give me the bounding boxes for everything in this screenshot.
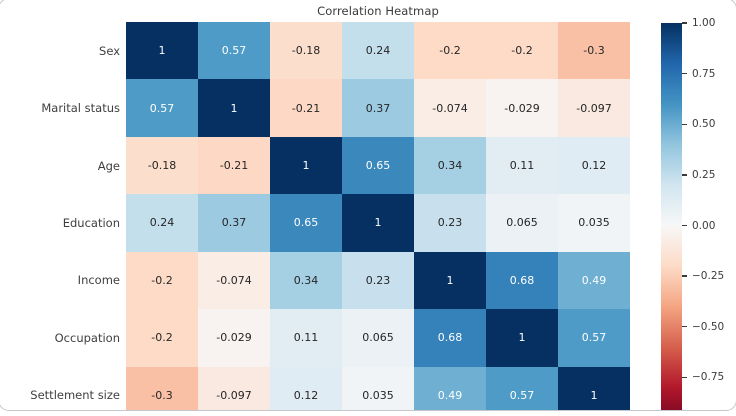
- heatmap-cell: 0.23: [414, 194, 486, 252]
- y-axis-label: Education: [62, 215, 120, 230]
- heatmap-cell: 0.57: [198, 22, 270, 80]
- heatmap-cell: 0.57: [486, 366, 558, 416]
- heatmap-cell: -0.3: [558, 22, 630, 80]
- heatmap-cell: 1: [198, 79, 270, 137]
- heatmap-cell: 0.49: [558, 251, 630, 310]
- colorbar-tick-label: 0.75: [692, 67, 716, 80]
- heatmap-cell: 1: [126, 22, 198, 80]
- heatmap-cell: 0.11: [270, 309, 342, 367]
- colorbar-tick-label: 0.50: [692, 118, 716, 131]
- y-axis-labels: Sex Marital status Age Education Income Occup…: [0, 22, 120, 416]
- colorbar-area: 1.00 0.75 0.50 0.25 0.00 −0.25 −0.50 −0.75: [661, 17, 735, 416]
- heatmap-cell: 0.65: [342, 136, 414, 195]
- colorbar-tick-label: 0.00: [692, 219, 716, 232]
- heatmap-cell: 0.34: [414, 136, 486, 195]
- heatmap-cell: -0.2: [126, 251, 198, 310]
- heatmap-cell: -0.18: [270, 22, 342, 80]
- heatmap-cell: 0.65: [270, 194, 342, 252]
- y-axis-label: Settlement size: [30, 388, 120, 403]
- heatmap-cell: 0.37: [198, 194, 270, 252]
- heatmap-cell: -0.18: [126, 136, 198, 195]
- heatmap-cell: -0.21: [198, 136, 270, 195]
- heatmap-cell: -0.097: [558, 79, 630, 137]
- heatmap-cell: -0.2: [414, 22, 486, 80]
- heatmap-cell: -0.2: [486, 22, 558, 80]
- heatmap-cell: 1: [270, 136, 342, 195]
- bottom-occlusion-strip: [0, 410, 736, 416]
- colorbar-tick-mark: [682, 72, 687, 75]
- heatmap-cell: -0.21: [270, 79, 342, 137]
- heatmap-cell: -0.3: [126, 366, 198, 416]
- colorbar-tick-mark: [682, 174, 687, 176]
- y-axis-label: Income: [77, 273, 120, 288]
- heatmap-cell: 0.035: [342, 366, 414, 416]
- heatmap-cell: -0.029: [198, 309, 270, 367]
- colorbar-tick-mark: [682, 275, 687, 277]
- y-axis-label: Sex: [99, 43, 120, 58]
- heatmap-cell: 0.11: [486, 136, 558, 195]
- heatmap-cell: 0.065: [342, 309, 414, 367]
- y-axis-label: Marital status: [41, 101, 120, 116]
- colorbar-tick-label: −0.25: [692, 270, 725, 283]
- colorbar-tick-mark: [682, 123, 687, 125]
- heatmap-cell: 0.37: [342, 79, 414, 137]
- colorbar-tick-mark: [682, 376, 687, 379]
- colorbar-tick-label: 1.00: [692, 17, 716, 29]
- heatmap-cell: 1: [342, 194, 414, 252]
- heatmap-cell: -0.074: [414, 79, 486, 137]
- colorbar-tick-mark: [682, 326, 687, 328]
- heatmap-cell: 1: [558, 366, 630, 416]
- heatmap-cell: 1: [486, 309, 558, 367]
- colorbar-tick-label: −0.50: [692, 320, 725, 333]
- heatmap-cell: 0.035: [558, 194, 630, 252]
- heatmap-cell: 0.12: [558, 136, 630, 195]
- colorbar-tick-label: 0.25: [692, 168, 716, 181]
- heatmap-cell: -0.2: [126, 309, 198, 367]
- heatmap-cell: 0.12: [270, 366, 342, 416]
- y-axis-label: Occupation: [54, 330, 120, 345]
- heatmap-cell: 0.23: [342, 251, 414, 310]
- heatmap-cell: 0.68: [486, 251, 558, 310]
- heatmap-cell: 0.24: [342, 22, 414, 80]
- y-axis-label: Age: [97, 158, 120, 173]
- colorbar-tick-mark: [682, 22, 687, 24]
- heatmap-grid: 1 0.57 -0.18 0.24 -0.2 -0.2 -0.3 0.57 1 -0.21 0.37…: [126, 22, 630, 416]
- heatmap-cell: -0.097: [198, 366, 270, 416]
- heatmap-cell: 0.57: [126, 79, 198, 137]
- chart-title: Correlation Heatmap: [317, 4, 439, 18]
- heatmap-cell: 0.24: [126, 194, 198, 252]
- colorbar-gradient: [661, 23, 682, 416]
- colorbar-tick-mark: [682, 224, 687, 227]
- heatmap-cell: 0.065: [486, 194, 558, 252]
- heatmap-cell: 0.57: [558, 309, 630, 367]
- heatmap-cell: 1: [414, 251, 486, 310]
- heatmap-cell: 0.49: [414, 366, 486, 416]
- heatmap-cell: 0.68: [414, 309, 486, 367]
- colorbar-tick-label: −0.75: [692, 371, 725, 384]
- heatmap-cell: -0.029: [486, 79, 558, 137]
- heatmap-cell: 0.34: [270, 251, 342, 310]
- heatmap-cell: -0.074: [198, 251, 270, 310]
